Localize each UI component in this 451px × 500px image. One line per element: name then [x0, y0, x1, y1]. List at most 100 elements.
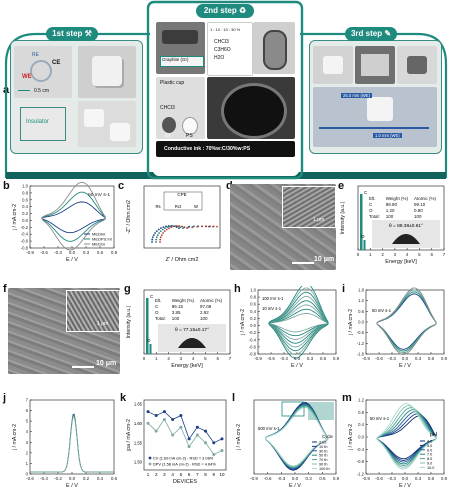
k-ytick-label: 1.50 — [134, 460, 143, 465]
l-xtick-label: 0.0 — [292, 476, 299, 481]
g-r2c2: 100 — [199, 316, 208, 321]
k-xtick-label: 10 — [219, 472, 225, 477]
b-xtick-label: -0.9 — [26, 250, 34, 255]
l-annotation: 500 mV s-1 — [258, 426, 280, 431]
c-point — [161, 228, 164, 231]
b-legend-label: MEDPS:Int — [92, 237, 113, 242]
b-xtick-label: -0.3 — [54, 250, 62, 255]
c-circuit-cpe: CPE — [177, 192, 186, 197]
c-point — [186, 227, 188, 229]
c-circuit-rct: Rct — [175, 204, 182, 209]
c-point — [159, 230, 162, 232]
c-point — [196, 225, 199, 228]
c-point — [216, 225, 218, 228]
panel-label-k: k — [120, 392, 127, 404]
b-ytick-label: 0.4 — [22, 204, 28, 209]
step3-photo-3 — [397, 46, 437, 84]
c-point — [155, 238, 158, 241]
k-xtick-label: 2 — [155, 472, 158, 477]
step3-photo-2 — [355, 46, 395, 84]
chart-i: -0.9 -0.6 -0.3 0.0 0.3 0.6 0.9 -1.8 -1.2 -0.6 0.0 0… — [348, 287, 448, 370]
b-legend-label: MEDInt — [92, 232, 106, 237]
c-point — [160, 234, 163, 236]
step3-device-photo: 25.0 mm (WE) 1.0 mm (WE) — [313, 87, 437, 147]
e-xtick-label: 2 — [381, 252, 384, 257]
k-series-line — [147, 411, 223, 444]
c-point — [191, 226, 194, 229]
c-point — [160, 227, 162, 229]
solvent-2: C3H6O — [214, 47, 231, 53]
i-line — [376, 287, 437, 356]
k-point — [187, 437, 191, 441]
label-ce: CE — [52, 60, 61, 66]
g-xtick-label: 3 — [180, 356, 183, 361]
step1-tab: 1st step ⚒ — [46, 27, 98, 41]
c-point — [157, 228, 160, 231]
m-annotation: 50 mV s-1 — [370, 416, 390, 421]
g-xtick-label: 5 — [204, 356, 207, 361]
m-legend-label: 10.0 — [427, 466, 434, 470]
e-peak-o — [363, 240, 366, 250]
ratio-label: 1 : 10 : 10 : 30 % — [210, 27, 241, 32]
j-xtick-label: 0.2 — [83, 476, 90, 481]
plot-frame — [143, 399, 227, 471]
j-ytick-label: 5 — [26, 419, 29, 424]
panel-label-i: i — [342, 283, 346, 295]
panel-label-e: e — [338, 180, 345, 192]
k-point — [179, 425, 183, 429]
step3-tab: 3rd step ✎ — [345, 27, 397, 41]
e-r1c0: O — [369, 208, 373, 213]
step2-tab: 2nd step ♻ — [196, 4, 254, 18]
m-xtick-label: -0.3 — [388, 476, 396, 481]
c-point — [178, 227, 180, 229]
i-xtick-label: 0.0 — [402, 356, 409, 361]
e-h0: Elt. — [369, 196, 376, 201]
syringe-icon: ✎ — [384, 29, 392, 38]
g-h2: Atomic (%) — [199, 298, 222, 303]
k-ytick-label: 1.60 — [134, 421, 143, 426]
j-ytick-label: 7 — [26, 398, 29, 403]
chart-j: -0.6 -0.4 -0.2 0.0 0.2 0.4 0.6 0 1 2 3 4 5 6 7 E / V j /… — [12, 398, 118, 490]
g-peak-label-o: O — [147, 338, 151, 343]
k-ylabel: jpa / mA cm-2 — [126, 419, 132, 452]
l-legend-label: 100 th — [319, 467, 330, 471]
h-ytick-label: 0.2 — [250, 316, 256, 321]
e-xtick-label: 3 — [394, 252, 397, 257]
j-xtick-label: 0.0 — [69, 476, 76, 481]
m-ytick-label: -0.8 — [357, 459, 365, 464]
k-xtick-label: 1 — [147, 472, 150, 477]
g-r0c0: C — [155, 304, 159, 309]
e-r1c1: 1.20 — [385, 208, 395, 213]
k-xlabel: DEVICES — [173, 479, 197, 485]
g-xtick-label: 4 — [192, 356, 195, 361]
plastic-cup-label: Plastic cup — [160, 80, 185, 86]
h-ytick-label: -0.4 — [249, 337, 257, 342]
chart-k: 1 2 3 4 5 6 7 8 9 10 1.50 1.55 1.60 1.65 DEVICES jpa / … — [126, 399, 227, 485]
h-xtick-label: -0.3 — [280, 356, 288, 361]
k-point — [220, 449, 224, 453]
sem-d-inset: 1 μm — [282, 186, 336, 228]
k-series-line — [147, 418, 223, 455]
g-peak-label-c: C — [150, 294, 154, 299]
m-xtick-label: 0.0 — [402, 476, 409, 481]
e-r0c2: 99.10 — [413, 202, 426, 207]
k-point — [204, 441, 208, 445]
i-xtick-label: 0.9 — [441, 356, 448, 361]
panel-label-g: g — [124, 283, 131, 295]
e-h2: Atomic (%) — [413, 196, 436, 201]
step3-photo-1 — [313, 46, 353, 84]
c-point — [151, 236, 154, 239]
m-ytick-label: 0.0 — [358, 435, 364, 440]
b-ytick-label: 1.0 — [22, 184, 28, 189]
l-ylabel: j / mA cm-2 — [236, 424, 242, 451]
j-xlabel: E / V — [66, 483, 78, 489]
g-xlabel: Energy [keV] — [171, 363, 203, 369]
j-ylabel: j / mA cm-2 — [12, 424, 18, 451]
sem-f-scale: 10 μm — [96, 360, 117, 367]
c-point — [156, 234, 159, 236]
k-point — [212, 452, 216, 456]
i-xtick-label: -0.6 — [375, 356, 383, 361]
plot-frame — [29, 399, 115, 475]
l-xtick-label: -0.6 — [264, 476, 272, 481]
c-point — [201, 225, 203, 228]
